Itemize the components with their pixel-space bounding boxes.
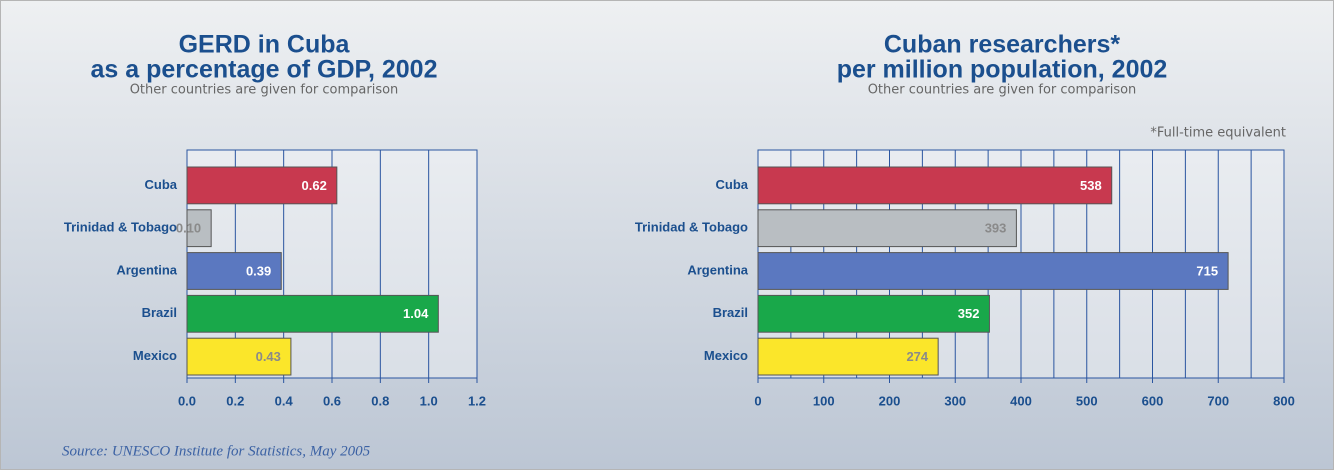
y-tick-label: Mexico xyxy=(133,348,177,363)
y-tick-label: Trinidad & Tobago xyxy=(635,220,748,235)
bar xyxy=(757,252,1229,290)
bar xyxy=(757,337,939,376)
chart-title: as a percentage of GDP, 2002 xyxy=(91,56,438,84)
value-label: 538 xyxy=(1080,178,1102,193)
value-label: 393 xyxy=(985,221,1007,236)
x-tick-label: 1.2 xyxy=(468,393,486,408)
x-tick-label: 400 xyxy=(1010,393,1032,408)
x-tick-label: 300 xyxy=(944,393,966,408)
chart-title: GERD in Cuba xyxy=(179,31,351,59)
bar xyxy=(757,166,1113,205)
value-label: 0.43 xyxy=(256,349,281,364)
x-tick-label: 0.4 xyxy=(275,393,294,408)
value-label: 1.04 xyxy=(403,306,429,321)
x-tick-label: 0.8 xyxy=(371,393,389,408)
x-tick-label: 600 xyxy=(1142,393,1164,408)
y-tick-label: Cuba xyxy=(716,177,749,192)
x-tick-label: 1.0 xyxy=(420,393,438,408)
x-tick-label: 0 xyxy=(754,393,761,408)
y-tick-label: Argentina xyxy=(116,262,177,277)
y-tick-label: Trinidad & Tobago xyxy=(64,220,177,235)
bar xyxy=(757,209,1017,248)
y-tick-label: Argentina xyxy=(687,262,748,277)
bar xyxy=(186,337,292,376)
value-label: 0.62 xyxy=(302,178,327,193)
y-tick-label: Cuba xyxy=(145,177,178,192)
x-tick-label: 0.2 xyxy=(226,393,244,408)
bar xyxy=(186,166,338,205)
source: Source: UNESCO Institute for Statistics,… xyxy=(62,443,371,459)
annotation: *Full-time equivalent xyxy=(1150,126,1286,141)
y-tick-label: Brazil xyxy=(713,305,748,320)
bar xyxy=(186,252,282,290)
x-tick-label: 0.0 xyxy=(178,393,196,408)
chart-subtitle: Other countries are given for comparison xyxy=(130,83,399,98)
x-tick-label: 500 xyxy=(1076,393,1098,408)
x-tick-label: 800 xyxy=(1273,393,1295,408)
value-label: 0.39 xyxy=(246,263,271,278)
bar xyxy=(757,294,990,333)
value-label: 715 xyxy=(1196,263,1218,278)
y-tick-label: Mexico xyxy=(704,348,748,363)
x-tick-label: 200 xyxy=(879,393,901,408)
x-tick-label: 100 xyxy=(813,393,835,408)
chart-subtitle: Other countries are given for comparison xyxy=(868,83,1137,98)
x-tick-label: 700 xyxy=(1207,393,1229,408)
bar xyxy=(186,209,212,248)
chart-title: Cuban researchers* xyxy=(884,31,1121,59)
value-label: 352 xyxy=(958,306,980,321)
chart-title: per million population, 2002 xyxy=(837,56,1168,84)
value-label: 274 xyxy=(906,349,928,364)
y-tick-label: Brazil xyxy=(142,305,177,320)
x-tick-label: 0.6 xyxy=(323,393,341,408)
bar xyxy=(186,294,439,333)
value-label: 0.10 xyxy=(176,221,201,236)
